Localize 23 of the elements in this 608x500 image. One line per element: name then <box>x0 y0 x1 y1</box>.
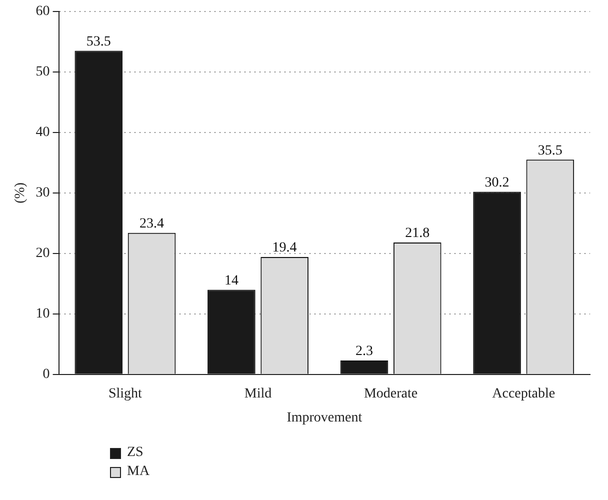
y-tick-label: 10 <box>36 306 50 322</box>
data-label: 35.5 <box>538 143 562 158</box>
legend-label: ZS <box>127 445 144 461</box>
y-tick-label: 20 <box>36 246 50 262</box>
y-tick-label: 30 <box>36 186 50 201</box>
data-label: 53.5 <box>86 34 111 50</box>
data-label: 2.3 <box>355 344 373 360</box>
y-tick-label: 40 <box>36 125 50 140</box>
data-label: 30.2 <box>484 175 510 190</box>
x-tick-label: Slight <box>108 386 142 402</box>
data-label: 23.4 <box>140 216 164 232</box>
x-axis-title: Improvement <box>286 410 362 426</box>
x-tick-label: Moderate <box>364 386 418 402</box>
legend-label: MA <box>127 464 150 480</box>
y-tick-label: 0 <box>42 367 50 382</box>
data-label: 14 <box>224 273 238 288</box>
data-label: 19.4 <box>272 240 297 256</box>
x-tick-label: Acceptable <box>492 386 556 402</box>
y-tick-label: 50 <box>36 64 50 80</box>
y-tick-label: 60 <box>36 4 50 20</box>
x-tick-label: Mild <box>244 386 272 402</box>
y-axis-title: (%) <box>13 182 28 204</box>
data-label: 21.8 <box>405 226 430 242</box>
